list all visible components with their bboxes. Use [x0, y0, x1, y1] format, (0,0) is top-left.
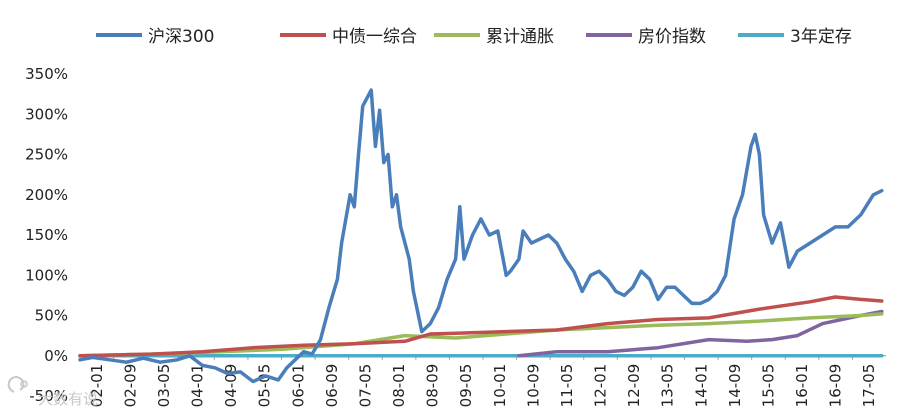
series-line	[78, 295, 884, 358]
legend-item: 房价指数	[586, 27, 706, 47]
x-tick-label: 10-01	[491, 364, 509, 408]
x-tick-label: 05-05	[256, 364, 274, 408]
plot-area	[78, 88, 884, 384]
x-tick-label: 08-09	[424, 364, 442, 408]
x-tick-label: 15-05	[759, 364, 777, 408]
x-tick-label: 16-01	[793, 364, 811, 408]
x-tick-label: 12-09	[625, 364, 643, 408]
x-tick-label: 04-09	[222, 364, 240, 408]
legend: 沪深300 中债一综合 累计通胀 房价指数 3年定存	[96, 27, 852, 47]
y-tick-label: 150%	[25, 226, 68, 244]
x-tick-label: 12-01	[592, 364, 610, 408]
y-tick-label: -50%	[29, 387, 68, 405]
series-line	[517, 309, 884, 358]
y-tick-label: 350%	[25, 65, 68, 83]
x-tick-label: 13-05	[659, 364, 677, 408]
x-tick-label: 17-05	[860, 364, 878, 408]
x-tick-label: 06-01	[289, 364, 307, 408]
y-axis: -50% 0% 50% 100% 150% 200% 250% 300% 350%	[25, 65, 68, 405]
brand-logo-icon	[7, 376, 28, 393]
legend-item: 中债一综合	[280, 27, 417, 47]
legend-label: 累计通胀	[486, 27, 554, 47]
x-tick-label: 06-09	[323, 364, 341, 408]
legend-item: 沪深300	[96, 27, 214, 47]
x-tick-label: 04-01	[189, 364, 207, 408]
legend-item: 3年定存	[738, 27, 852, 47]
legend-label: 3年定存	[790, 27, 852, 47]
x-tick-label: 08-01	[390, 364, 408, 408]
x-tick-label: 09-05	[457, 364, 475, 408]
x-tick-label: 14-01	[692, 364, 710, 408]
x-tick-label: 07-05	[356, 364, 374, 408]
y-tick-label: 0%	[44, 347, 68, 365]
x-tick-label: 03-05	[155, 364, 173, 408]
legend-item: 累计通胀	[434, 27, 554, 47]
series-line	[78, 312, 884, 358]
x-tick-label: 14-09	[726, 364, 744, 408]
y-tick-label: 100%	[25, 266, 68, 284]
x-tick-label: 02-09	[121, 364, 139, 408]
x-tick-label: 11-05	[558, 364, 576, 408]
legend-label: 房价指数	[638, 27, 706, 47]
legend-label: 沪深300	[148, 27, 214, 47]
watermark-text: 大数有说	[38, 390, 98, 408]
y-tick-label: 200%	[25, 186, 68, 204]
x-axis: 02-01 02-09 03-05 04-01 04-09 05-05 06-01 06-09…	[79, 355, 886, 408]
y-tick-label: 250%	[25, 146, 68, 164]
legend-label: 中债一综合	[332, 27, 417, 47]
x-tick-label: 02-01	[88, 364, 106, 408]
x-tick-label: 16-09	[827, 364, 845, 408]
y-tick-label: 50%	[35, 307, 68, 325]
x-tick-label: 10-09	[524, 364, 542, 408]
watermark: 大数有说	[7, 376, 98, 408]
y-tick-label: 300%	[25, 105, 68, 123]
series-line	[78, 88, 884, 384]
